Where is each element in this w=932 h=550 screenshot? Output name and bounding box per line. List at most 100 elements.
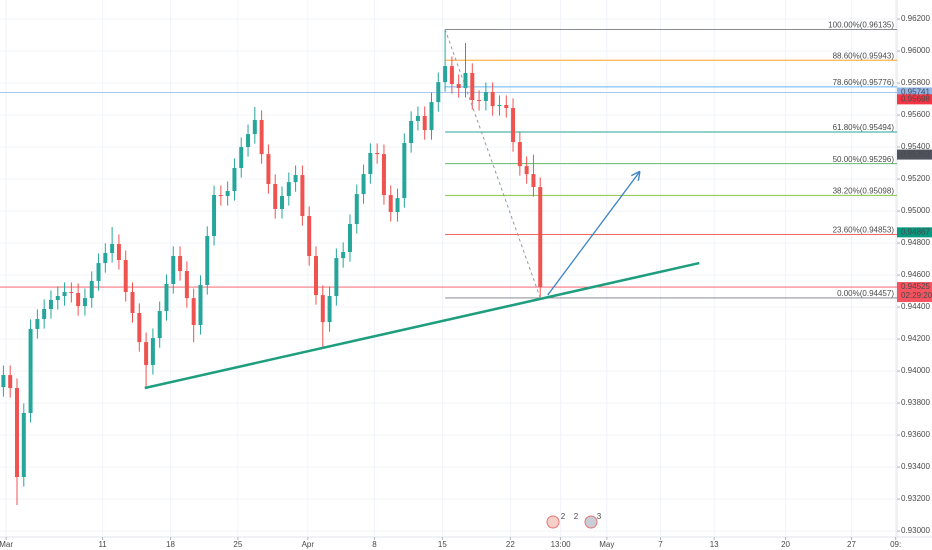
candle-body (1, 375, 6, 388)
y-tick-label: 0.96000 (901, 46, 930, 55)
y-tick-label: 0.94600 (901, 270, 930, 279)
candle-body (320, 295, 325, 323)
candle-body (483, 92, 488, 101)
x-tick-label: 13 (710, 540, 719, 549)
candle-body (150, 338, 155, 365)
candle-body (504, 104, 509, 109)
y-tick-label: 0.93400 (901, 462, 930, 471)
candle-body (116, 244, 121, 261)
y-tick-label: 0.96200 (901, 14, 930, 23)
x-tick-label: 7 (658, 540, 663, 549)
y-tick-label: 0.94000 (901, 366, 930, 375)
price-label-box (897, 227, 932, 238)
y-tick-label: 0.93600 (901, 430, 930, 439)
x-tick-label: 25 (233, 540, 242, 549)
candle-body (409, 120, 414, 144)
candle-body (381, 154, 386, 196)
y-tick-label: 0.95200 (901, 174, 930, 183)
y-tick-label: 0.95800 (901, 78, 930, 87)
candle-body (55, 296, 60, 301)
candle-body (361, 174, 366, 195)
x-tick-label: 09: (890, 540, 901, 549)
candle-body (347, 224, 352, 253)
x-tick-label: 13:00 (551, 540, 572, 549)
candle-body (35, 319, 40, 329)
candle-body (8, 375, 13, 389)
candle-body (429, 102, 434, 131)
candle-body (130, 292, 135, 313)
price-label: 0.95698 (901, 94, 930, 103)
candle-body (286, 182, 291, 197)
candle-body (327, 296, 332, 323)
price-label: 0.95741 (901, 88, 930, 97)
y-tick-label: 0.95000 (901, 206, 930, 215)
price-label: 0.94867 (901, 227, 930, 236)
candle-body (89, 280, 94, 299)
candle-body (293, 175, 298, 183)
candle-body (341, 252, 346, 259)
x-tick-label: Mar (0, 540, 13, 549)
price-label-box (897, 94, 932, 105)
candle-body (252, 120, 257, 135)
candle-body (239, 147, 244, 169)
candle-body (415, 116, 420, 121)
price-label-box (897, 282, 932, 303)
candle-body (191, 298, 196, 325)
candle-body (517, 142, 522, 167)
price-label-box (897, 87, 932, 98)
candle-body (538, 187, 543, 288)
candle-body (123, 260, 128, 293)
fib-label: 100.00%(0.96135) (828, 21, 894, 30)
candle-body (443, 66, 448, 83)
candle-body (14, 388, 19, 477)
candle-body (436, 82, 441, 103)
candle-body (259, 120, 264, 155)
candle-body (137, 312, 142, 343)
candle-body (110, 244, 115, 253)
candle-body (422, 116, 427, 131)
event-icon (546, 515, 560, 529)
candle-body (103, 252, 108, 264)
candle-body (375, 152, 380, 155)
candle-body (456, 84, 461, 89)
x-tick-label: May (599, 540, 614, 549)
candle-body (463, 72, 468, 89)
candle-body (511, 108, 516, 143)
candle-body (157, 311, 162, 339)
candle-body (388, 195, 393, 213)
y-tick-label: 0.94800 (901, 238, 930, 247)
candle-body (212, 195, 217, 237)
candle-body (246, 134, 251, 148)
candle-body (205, 236, 210, 285)
event-count: 2 (574, 512, 579, 521)
candle-body (184, 271, 189, 299)
candle-body (69, 292, 74, 294)
event-count: 3 (597, 512, 602, 521)
candle-body (76, 292, 81, 307)
y-tick-label: 0.93200 (901, 494, 930, 503)
candle-body (368, 152, 373, 175)
candle-body (42, 308, 47, 320)
plot-area (0, 0, 897, 537)
candle-body (178, 256, 183, 272)
candle-body (232, 168, 237, 192)
y-tick-label: 0.94400 (901, 302, 930, 311)
candle-body (171, 256, 176, 285)
price-label: 0.95353 (901, 150, 930, 159)
candle-body (354, 194, 359, 225)
candle-body (531, 174, 536, 188)
x-tick-label: 11 (98, 540, 107, 549)
candle-body (225, 191, 230, 197)
event-count: 2 (561, 512, 566, 521)
trend-drawing (144, 261, 700, 390)
candle-body (164, 284, 169, 312)
candle-body (395, 198, 400, 213)
candle-body (497, 104, 502, 107)
y-tick-label: 0.95600 (901, 110, 930, 119)
candle-body (218, 195, 223, 197)
candle-body (307, 216, 312, 257)
candle-body (449, 66, 454, 85)
price-label-box (897, 149, 932, 160)
x-tick-label: 27 (847, 540, 856, 549)
